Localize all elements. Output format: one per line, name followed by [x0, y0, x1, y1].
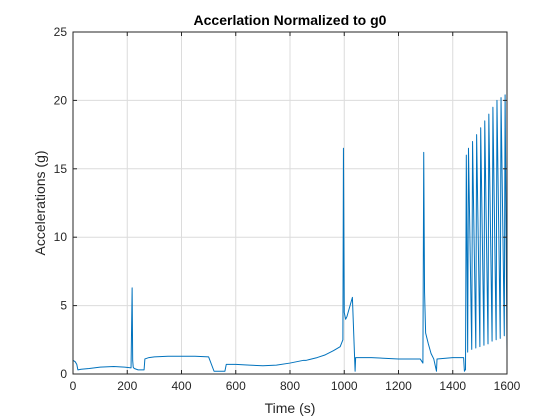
x-tick-label: 0: [70, 379, 77, 393]
y-tick-label: 0: [60, 367, 67, 381]
y-axis: 0 5 10 15 20 25: [54, 25, 507, 381]
x-tick-label: 400: [171, 379, 191, 393]
x-tick-label: 600: [226, 379, 246, 393]
x-tick-label: 1600: [494, 379, 521, 393]
series-line: [72, 94, 508, 372]
x-axis-label: Time (s): [265, 400, 316, 416]
x-tick-label: 1400: [439, 379, 466, 393]
y-tick-label: 25: [54, 25, 68, 39]
y-tick-label: 20: [54, 93, 68, 107]
y-tick-label: 15: [54, 162, 68, 176]
x-tick-label: 1000: [331, 379, 358, 393]
grid: [72, 31, 508, 375]
plot-area: [72, 94, 508, 372]
y-tick-label: 10: [54, 230, 68, 244]
x-tick-label: 1200: [385, 379, 412, 393]
x-axis: 0 200 400 600 800 1000 1200 1400 1600: [70, 32, 521, 393]
y-axis-label: Accelerations (g): [32, 150, 48, 255]
y-tick-label: 5: [60, 299, 67, 313]
x-tick-label: 800: [280, 379, 300, 393]
chart-title: Accerlation Normalized to g0: [194, 12, 387, 28]
x-tick-label: 200: [117, 379, 137, 393]
